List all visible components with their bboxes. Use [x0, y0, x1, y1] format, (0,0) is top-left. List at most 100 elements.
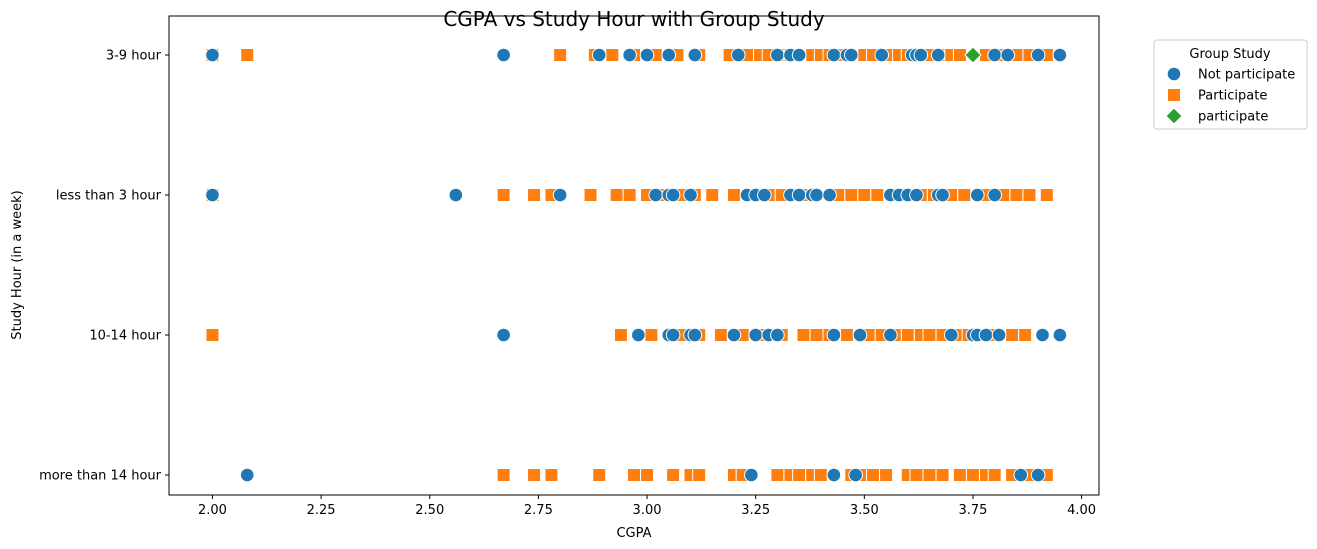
point-not-participate: [552, 187, 568, 203]
point-not-participate: [683, 187, 698, 203]
point-not-participate: [822, 187, 837, 203]
point-not-participate: [496, 327, 511, 343]
x-tick-label: 3.00: [633, 503, 662, 518]
point-not-participate: [987, 187, 1003, 203]
point-participate: [613, 328, 628, 342]
x-tick-label: 2.00: [198, 503, 227, 518]
y-tick-label: less than 3 hour: [56, 189, 162, 204]
point-not-participate: [205, 47, 220, 63]
x-axis-ticks: 2.00 2.25 2.50 2.75 3.00 3.25 3.50 3.75 4.00: [198, 495, 1096, 518]
point-not-participate: [687, 327, 703, 343]
legend-label: participate: [1198, 110, 1268, 125]
point-participate: [713, 328, 728, 342]
x-tick-label: 4.00: [1067, 503, 1096, 518]
y-tick-label: 10-14 hour: [89, 329, 161, 344]
point-not-participate: [991, 327, 1007, 343]
point-participate: [553, 48, 568, 62]
y-axis-ticks: 3-9 hour less than 3 hour 10-14 hour more t…: [39, 49, 169, 484]
point-participate: [240, 48, 255, 62]
point-participate: [527, 188, 542, 202]
point-participate: [1022, 188, 1037, 202]
point-not-participate: [791, 187, 807, 203]
point-not-participate: [770, 47, 785, 63]
x-tick-label: 3.25: [741, 503, 770, 518]
point-not-participate: [631, 327, 646, 343]
point-not-participate: [843, 47, 859, 63]
point-participate: [544, 468, 559, 482]
point-participate: [592, 468, 607, 482]
point-participate: [879, 468, 894, 482]
point-participate: [705, 188, 720, 202]
point-participate: [844, 188, 859, 202]
point-participate: [965, 468, 980, 482]
point-not-participate: [874, 47, 890, 63]
point-not-participate: [848, 467, 863, 483]
y-tick-label: more than 14 hour: [39, 469, 162, 484]
x-tick-label: 2.75: [524, 503, 553, 518]
point-not-participate: [1035, 327, 1050, 343]
point-not-participate: [730, 47, 746, 63]
point-not-participate: [770, 327, 785, 343]
point-participate: [1005, 328, 1020, 342]
point-participate: [792, 468, 807, 482]
point-participate: [666, 468, 681, 482]
point-participate: [900, 328, 915, 342]
legend-marker: [1165, 107, 1183, 125]
point-not-participate: [1052, 47, 1068, 63]
point-not-participate: [648, 187, 664, 203]
point-not-participate: [913, 47, 929, 63]
point-not-participate: [496, 47, 511, 63]
legend-label: Not participate: [1198, 68, 1295, 83]
point-not-participate: [205, 187, 220, 203]
point-not-participate: [978, 327, 994, 343]
point-participate: [1039, 188, 1054, 202]
point-participate: [987, 468, 1002, 482]
legend-title: Group Study: [1189, 47, 1271, 62]
point-not-participate: [1030, 47, 1046, 63]
point-not-participate: [665, 327, 681, 343]
point-not-participate: [1030, 467, 1046, 483]
point-participate: [1018, 328, 1033, 342]
legend-items: Not participate Participate participate: [1165, 66, 1295, 125]
point-not-participate: [744, 467, 759, 483]
point-not-participate: [661, 47, 677, 63]
point-not-participate: [826, 467, 842, 483]
x-tick-label: 2.25: [307, 503, 336, 518]
y-axis-label: Study Hour (in a week): [10, 190, 25, 340]
point-not-participate: [943, 327, 959, 343]
point-not-participate: [1013, 467, 1029, 483]
marks-layer: [205, 46, 1068, 483]
point-participate: [770, 468, 785, 482]
legend-frame: [1153, 39, 1308, 130]
x-tick-label: 3.75: [958, 503, 987, 518]
point-not-participate: [809, 187, 824, 203]
point-participate: [935, 468, 950, 482]
point-participate: [964, 46, 982, 64]
point-not-participate: [239, 467, 255, 483]
point-participate: [527, 468, 542, 482]
point-participate: [627, 468, 641, 482]
point-participate: [496, 468, 511, 482]
point-participate: [640, 468, 655, 482]
point-not-participate: [665, 187, 681, 203]
legend: Group Study Not participate Participate pa…: [1153, 39, 1308, 130]
point-not-participate: [448, 187, 464, 203]
point-participate: [796, 328, 811, 342]
point-not-participate: [591, 47, 607, 63]
point-not-participate: [1000, 47, 1016, 63]
point-not-participate: [935, 187, 950, 203]
x-tick-label: 2.50: [415, 503, 444, 518]
point-participate: [839, 328, 854, 342]
point-not-participate: [726, 327, 742, 343]
point-not-participate: [639, 47, 655, 63]
y-tick-label: 3-9 hour: [106, 49, 162, 64]
chart-title: CGPA vs Study Hour with Group Study: [443, 7, 824, 31]
legend-marker: [1167, 88, 1181, 102]
point-participate: [726, 188, 741, 202]
point-not-participate: [852, 327, 868, 343]
plot-frame: [168, 15, 1100, 496]
point-participate: [922, 328, 937, 342]
point-participate: [644, 328, 659, 342]
point-participate: [809, 328, 824, 342]
